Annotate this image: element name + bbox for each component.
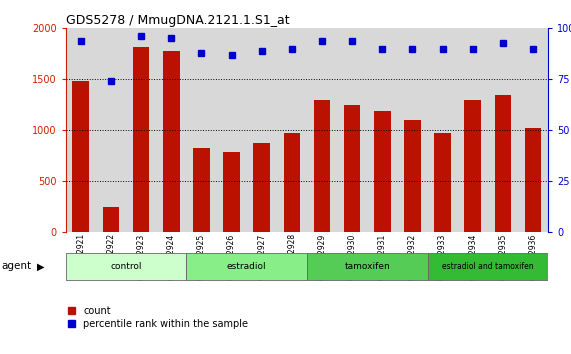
Bar xyxy=(525,128,541,232)
Bar xyxy=(284,133,300,232)
Bar xyxy=(277,28,307,232)
Bar xyxy=(464,99,481,232)
Bar xyxy=(428,28,458,232)
Bar xyxy=(247,28,277,232)
Bar xyxy=(66,28,96,232)
FancyBboxPatch shape xyxy=(66,253,186,280)
Bar xyxy=(223,153,240,232)
Bar xyxy=(313,99,330,232)
Bar xyxy=(367,28,397,232)
FancyBboxPatch shape xyxy=(307,253,428,280)
Text: estradiol and tamoxifen: estradiol and tamoxifen xyxy=(442,262,534,271)
Bar xyxy=(254,143,270,232)
Text: GDS5278 / MmugDNA.2121.1.S1_at: GDS5278 / MmugDNA.2121.1.S1_at xyxy=(66,14,289,27)
Bar xyxy=(133,47,150,232)
Text: ▶: ▶ xyxy=(37,261,45,272)
Bar xyxy=(458,28,488,232)
Text: tamoxifen: tamoxifen xyxy=(344,262,390,271)
Bar xyxy=(494,96,511,232)
FancyBboxPatch shape xyxy=(428,253,548,280)
Bar xyxy=(163,51,179,232)
Bar xyxy=(374,111,391,232)
Bar xyxy=(337,28,367,232)
Bar xyxy=(216,28,247,232)
Bar xyxy=(435,133,451,232)
Bar xyxy=(404,120,421,232)
FancyBboxPatch shape xyxy=(186,253,307,280)
Bar xyxy=(186,28,216,232)
Bar xyxy=(73,81,89,232)
Bar xyxy=(96,28,126,232)
Text: estradiol: estradiol xyxy=(227,262,267,271)
Bar xyxy=(518,28,548,232)
Bar xyxy=(488,28,518,232)
Text: control: control xyxy=(110,262,142,271)
Bar xyxy=(344,105,360,232)
Bar xyxy=(397,28,428,232)
Text: agent: agent xyxy=(1,261,31,272)
Bar xyxy=(156,28,186,232)
Bar xyxy=(126,28,156,232)
Bar xyxy=(193,148,210,232)
Legend: count, percentile rank within the sample: count, percentile rank within the sample xyxy=(68,306,248,329)
Bar xyxy=(307,28,337,232)
Bar xyxy=(103,207,119,232)
